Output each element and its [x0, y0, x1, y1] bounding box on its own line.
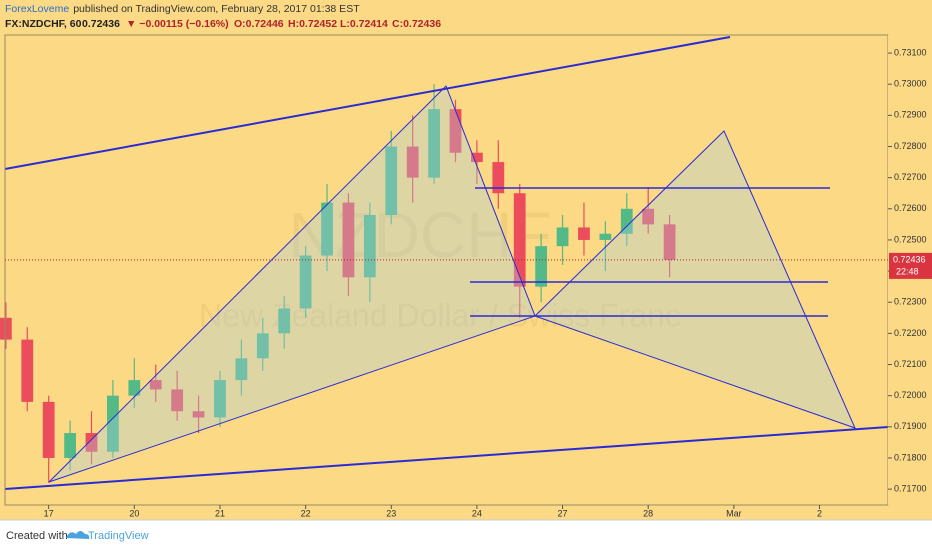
y-tick-label: 0.72900 — [894, 110, 927, 120]
candle-body — [107, 395, 119, 452]
x-tick-label: Mar — [726, 508, 742, 518]
y-tick-label: 0.72100 — [894, 359, 927, 369]
x-tick-label: 21 — [215, 508, 225, 518]
candle-body — [642, 208, 655, 225]
candle-body — [663, 224, 676, 260]
candle-body — [0, 317, 12, 340]
channel-upper — [4, 36, 731, 170]
x-tick-label: 28 — [643, 508, 653, 518]
y-tick-label: 0.73000 — [894, 79, 927, 89]
y-tick-label: 0.72500 — [894, 234, 927, 244]
y-tick-label: 0.72600 — [894, 203, 927, 213]
x-tick-label: 20 — [129, 508, 139, 518]
y-tick-label: 0.73100 — [894, 47, 927, 57]
channel-lower — [4, 426, 889, 490]
last-price-label: 0.72436 — [893, 254, 926, 264]
candle-body — [620, 208, 633, 234]
y-tick-label: 0.72700 — [894, 172, 927, 182]
symbol-bar: FX:NZDCHF, 60 0.72436 ▼ −0.00115 (−0.16%… — [5, 18, 441, 30]
candle-body — [363, 215, 376, 278]
candle-body — [492, 162, 505, 194]
y-tick-label: 0.71900 — [894, 421, 927, 431]
published: published on TradingView.com, February 2… — [73, 3, 360, 15]
candle-body — [449, 109, 462, 153]
symbol: FX:NZDCHF, 60 — [5, 18, 82, 30]
logo — [66, 531, 90, 539]
y-tick-label: 0.72300 — [894, 297, 927, 307]
plot — [0, 84, 676, 483]
y-tick-label: 0.71700 — [894, 483, 927, 493]
y-tick-label: 0.72800 — [894, 141, 927, 151]
candle-body — [171, 389, 184, 412]
candle-body — [385, 146, 398, 216]
candle-body — [599, 233, 612, 240]
candle-body — [214, 380, 226, 418]
author[interactable]: ForexLoveme — [5, 3, 69, 15]
countdown: 22:48 — [896, 266, 919, 276]
close: C:0.72436 — [392, 18, 441, 30]
drawings — [4, 36, 889, 490]
candle-body — [235, 358, 248, 381]
x-tick-label: 23 — [386, 508, 396, 518]
candle-body — [578, 227, 590, 240]
x-tick-label: 17 — [44, 508, 54, 518]
x-tick-label: 24 — [472, 508, 482, 518]
price: 0.72436 — [82, 18, 120, 30]
brand[interactable]: TradingView — [88, 530, 149, 542]
candle-body — [535, 246, 548, 287]
candle-body — [64, 433, 76, 458]
y-tick-label: 0.72200 — [894, 328, 927, 338]
candle-body — [471, 152, 483, 163]
candle-body — [192, 411, 205, 418]
low: L:0.72414 — [340, 18, 388, 30]
candle-body — [128, 380, 141, 396]
candle-body — [278, 308, 291, 334]
x-tick-label: 22 — [301, 508, 311, 518]
y-tick-label: 0.72000 — [894, 390, 927, 400]
candle-body — [406, 146, 419, 178]
high: H:0.72452 — [288, 18, 337, 30]
candle-body — [256, 333, 269, 359]
y-tick-label: 0.71800 — [894, 452, 927, 462]
candle-body — [299, 255, 312, 309]
change: ▼ −0.00115 (−0.16%) — [126, 18, 229, 30]
pattern-bcd — [534, 130, 856, 429]
open: O:0.72446 — [234, 18, 284, 30]
created-with: Created with — [6, 530, 68, 542]
candle-body — [42, 401, 55, 458]
candle-body — [85, 433, 98, 452]
pattern-xab — [48, 85, 536, 483]
candle-body — [428, 109, 440, 178]
last-price-box — [889, 252, 932, 279]
candle-body — [149, 380, 162, 390]
candle-body — [342, 202, 355, 278]
candle-body — [513, 193, 526, 287]
footer-bg — [0, 520, 932, 550]
candle-body — [556, 227, 569, 247]
x-tick-label: 2 — [817, 508, 822, 518]
x-tick-label: 27 — [558, 508, 568, 518]
candle-body — [21, 339, 34, 402]
candle-body — [321, 202, 333, 256]
